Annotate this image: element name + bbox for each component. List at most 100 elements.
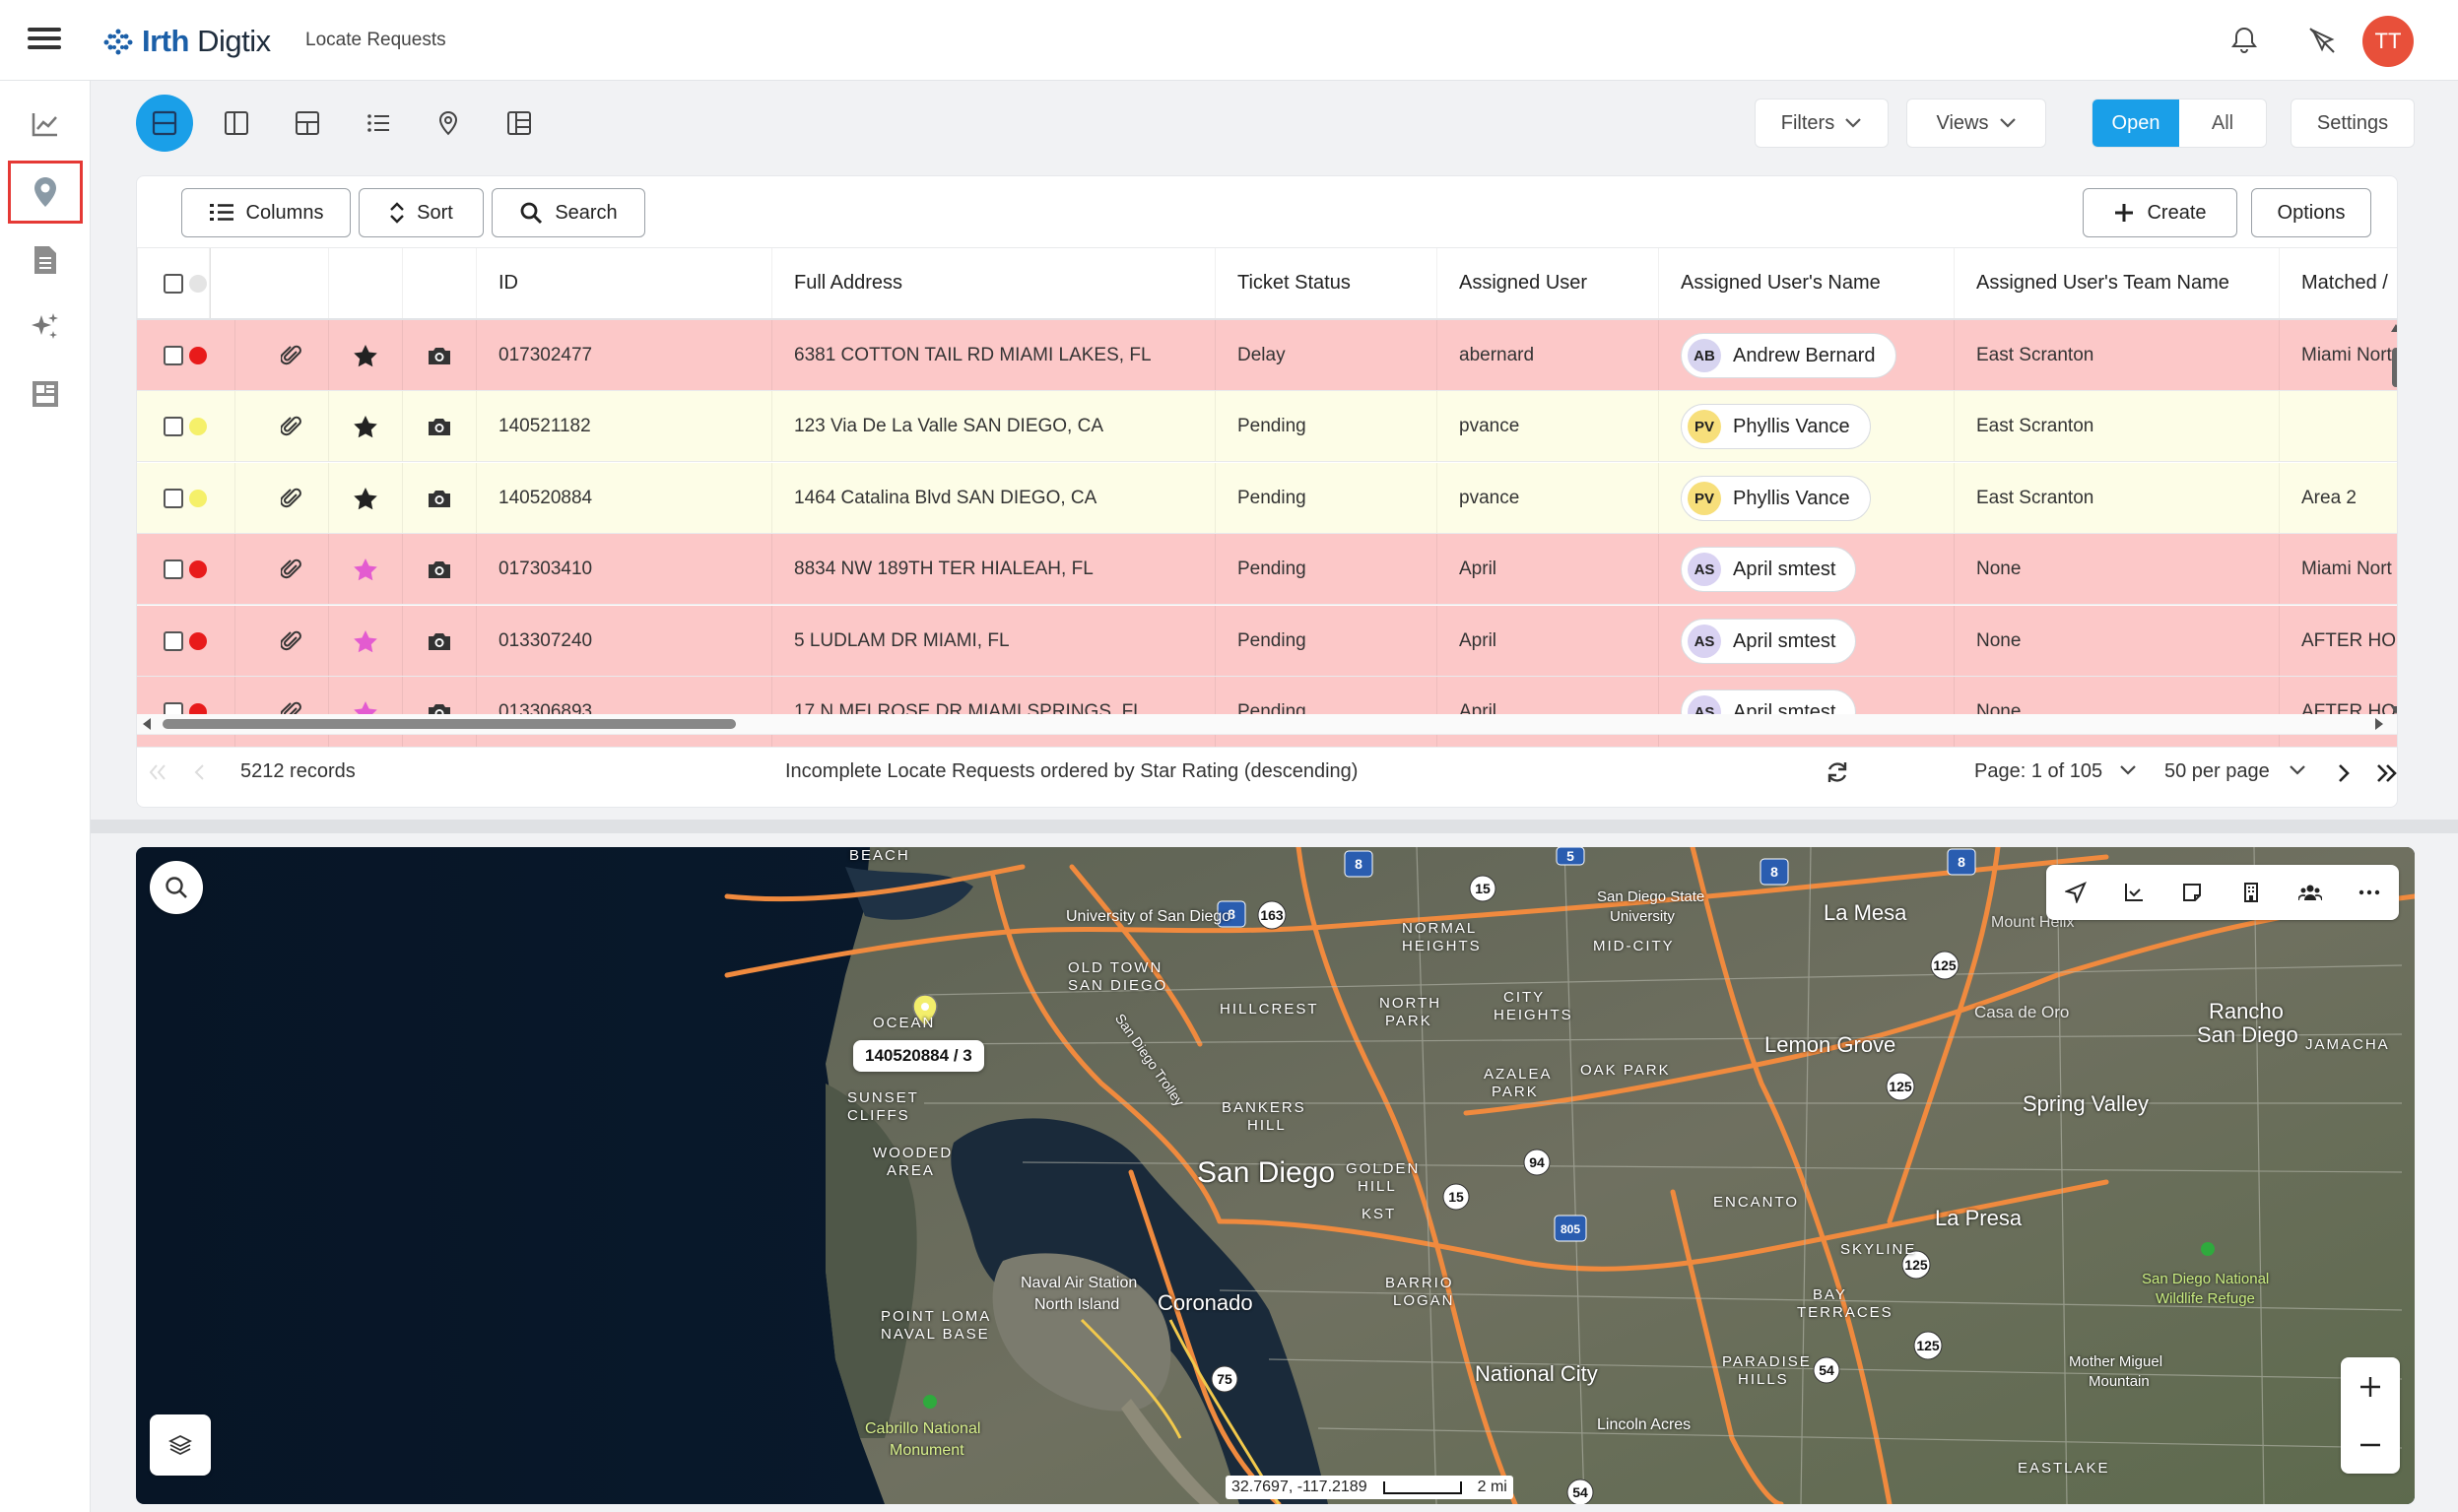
select-all-checkbox[interactable]	[163, 273, 183, 294]
view-split-vertical-button[interactable]	[208, 95, 265, 152]
view-table-button[interactable]	[136, 95, 193, 152]
table-row[interactable]: 017302477 6381 COTTON TAIL RD MIAMI LAKE…	[137, 320, 2397, 391]
star-icon[interactable]	[353, 344, 378, 367]
zoom-in-icon[interactable]	[2358, 1375, 2382, 1399]
camera-icon[interactable]	[427, 416, 452, 437]
map-layers-button[interactable]	[150, 1414, 211, 1476]
status-cell: Pending	[1216, 391, 1437, 461]
user-chip[interactable]: AS April smtest	[1681, 547, 1857, 592]
view-list-button[interactable]	[350, 95, 407, 152]
camera-cell	[403, 463, 477, 533]
camera-icon[interactable]	[427, 345, 452, 366]
table-row[interactable]: 017303410 8834 NW 189TH TER HIALEAH, FL …	[137, 534, 2397, 605]
create-button[interactable]: Create	[2083, 188, 2237, 237]
ticket-id[interactable]: 140521182	[498, 416, 591, 436]
map-view[interactable]: 163 15 125 125 125 125 94 15 805 54 54 7…	[136, 847, 2415, 1504]
row-checkbox[interactable]	[164, 631, 183, 651]
map-marker[interactable]	[912, 994, 938, 1028]
map-search-button[interactable]	[150, 861, 203, 914]
views-dropdown[interactable]: Views	[1906, 99, 2046, 148]
scrollbar-thumb[interactable]	[163, 719, 736, 729]
paperclip-icon[interactable]	[281, 558, 302, 581]
marker-tooltip[interactable]: 140520884 / 3	[853, 1040, 984, 1072]
view-grid-button[interactable]	[279, 95, 336, 152]
column-header-assigned-user[interactable]: Assigned User	[1437, 248, 1659, 318]
building-icon[interactable]	[2240, 882, 2262, 903]
page-indicator[interactable]: Page: 1 of 105	[1974, 760, 2103, 782]
star-icon[interactable]	[353, 629, 378, 653]
star-icon[interactable]	[353, 415, 378, 438]
paperclip-icon[interactable]	[281, 415, 302, 438]
ticket-id[interactable]: 017303410	[498, 559, 593, 579]
zoom-out-icon[interactable]	[2358, 1433, 2382, 1457]
paperclip-icon[interactable]	[281, 487, 302, 510]
columns-button[interactable]: Columns	[181, 188, 351, 237]
dashboard-chart-icon[interactable]	[8, 93, 83, 156]
row-select-cell	[137, 463, 210, 533]
last-page-icon[interactable]	[2375, 762, 2398, 784]
column-header-matched[interactable]: Matched /	[2280, 248, 2397, 318]
star-icon[interactable]	[353, 487, 378, 510]
camera-icon[interactable]	[427, 630, 452, 652]
row-checkbox[interactable]	[164, 417, 183, 436]
filters-dropdown[interactable]: Filters	[1755, 99, 1889, 148]
view-panel-button[interactable]	[491, 95, 548, 152]
satellite-map[interactable]: 163 15 125 125 125 125 94 15 805 54 54 7…	[136, 847, 2415, 1504]
row-checkbox[interactable]	[164, 346, 183, 365]
view-map-button[interactable]	[420, 95, 477, 152]
paperclip-icon[interactable]	[281, 344, 302, 367]
location-off-icon[interactable]	[2303, 22, 2341, 59]
horizontal-scrollbar[interactable]	[137, 714, 2397, 734]
ticket-id[interactable]: 013307240	[498, 630, 593, 651]
previous-page-icon[interactable]	[192, 762, 206, 782]
column-header-address[interactable]: Full Address	[772, 248, 1216, 318]
paperclip-icon[interactable]	[281, 629, 302, 653]
row-checkbox[interactable]	[164, 489, 183, 508]
table-row[interactable]: 140521182 123 Via De La Valle SAN DIEGO,…	[137, 391, 2397, 462]
sort-button[interactable]: Sort	[359, 188, 484, 237]
options-button[interactable]: Options	[2251, 188, 2371, 237]
per-page-select[interactable]: 50 per page	[2164, 760, 2270, 782]
next-page-icon[interactable]	[2337, 762, 2351, 784]
table-row[interactable]: 140520884 1464 Catalina Blvd SAN DIEGO, …	[137, 463, 2397, 534]
table-row[interactable]: 013307240 5 LUDLAM DR MIAMI, FL Pending …	[137, 606, 2397, 677]
menu-icon[interactable]	[28, 24, 61, 57]
chevron-down-icon[interactable]	[2289, 764, 2306, 776]
user-chip[interactable]: PV Phyllis Vance	[1681, 476, 1871, 521]
vertical-scrollbar[interactable]	[2391, 322, 2397, 714]
camera-icon[interactable]	[427, 488, 452, 509]
column-header-status[interactable]: Ticket Status	[1216, 248, 1437, 318]
ticket-id[interactable]: 017302477	[498, 345, 593, 365]
team-icon[interactable]	[2297, 882, 2322, 903]
first-page-icon[interactable]	[147, 762, 168, 782]
chevron-down-icon[interactable]	[2119, 764, 2137, 776]
camera-icon[interactable]	[427, 559, 452, 580]
search-button[interactable]: Search	[492, 188, 645, 237]
map-pin-icon[interactable]	[8, 161, 83, 224]
all-toggle[interactable]: All	[2211, 111, 2234, 134]
column-header-id[interactable]: ID	[477, 248, 772, 318]
pane-divider[interactable]	[91, 820, 2458, 833]
sparkle-icon[interactable]	[8, 296, 83, 359]
user-chip[interactable]: AS April smtest	[1681, 619, 1857, 664]
refresh-icon[interactable]	[1824, 758, 1851, 786]
settings-button[interactable]: Settings	[2291, 99, 2415, 148]
document-icon[interactable]	[8, 229, 83, 292]
navigation-arrow-icon[interactable]	[2064, 882, 2087, 903]
more-icon[interactable]	[2358, 889, 2380, 895]
user-chip[interactable]: AB Andrew Bernard	[1681, 333, 1896, 378]
note-icon[interactable]	[2181, 882, 2203, 903]
map-label: GOLDEN	[1346, 1160, 1421, 1177]
svg-text:8: 8	[1958, 854, 1965, 870]
star-icon[interactable]	[353, 558, 378, 581]
column-header-user-name[interactable]: Assigned User's Name	[1659, 248, 1955, 318]
layout-icon[interactable]	[8, 362, 83, 426]
user-chip[interactable]: PV Phyllis Vance	[1681, 404, 1871, 449]
column-header-team-name[interactable]: Assigned User's Team Name	[1955, 248, 2280, 318]
user-avatar[interactable]: TT	[2362, 16, 2414, 67]
measure-icon[interactable]	[2123, 882, 2145, 903]
bell-icon[interactable]	[2225, 22, 2263, 59]
row-checkbox[interactable]	[164, 559, 183, 579]
ticket-id[interactable]: 140520884	[498, 488, 593, 508]
open-toggle[interactable]: Open	[2093, 99, 2179, 147]
